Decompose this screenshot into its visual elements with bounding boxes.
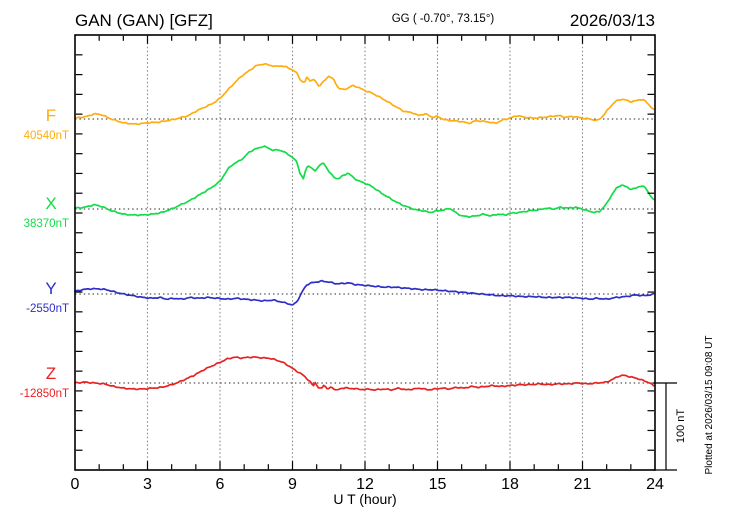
series-letter-F: F (46, 106, 56, 125)
x-tick-label: 15 (429, 476, 447, 493)
plotted-at-note: Plotted at 2026/03/15 09:08 UT (704, 336, 715, 475)
curve-F (74, 63, 655, 126)
series-letter-X: X (45, 194, 56, 213)
curves-layer (74, 63, 655, 392)
x-tick-label: 21 (574, 476, 592, 493)
x-tick-label: 18 (501, 476, 519, 493)
geographic-coords: GG ( -0.70°, 73.15°) (392, 13, 495, 25)
curve-Z (74, 355, 655, 392)
frame-layer (74, 34, 677, 471)
series-value-X: 38370nT (24, 218, 69, 230)
plot-frame (74, 34, 656, 471)
x-tick-label: 0 (71, 476, 80, 493)
x-tick-label: 12 (356, 476, 374, 493)
series-value-F: 40540nT (24, 130, 69, 142)
x-tick-label: 6 (216, 476, 225, 493)
series-letter-Y: Y (45, 279, 56, 298)
series-value-Z: -12850nT (20, 388, 69, 400)
grid-layer (75, 35, 655, 470)
x-tick-label: 24 (646, 476, 664, 493)
plot-date: 2026/03/13 (570, 11, 655, 30)
series-value-Y: -2550nT (26, 303, 69, 315)
scale-bar-label: 100 nT (675, 409, 687, 444)
series-letter-Z: Z (46, 364, 56, 383)
x-axis-label: U T (hour) (333, 491, 396, 507)
x-tick-label: 3 (143, 476, 152, 493)
x-tick-label: 9 (288, 476, 297, 493)
curve-Y (74, 279, 655, 306)
curve-X (74, 145, 655, 219)
station-title: GAN (GAN) [GFZ] (75, 11, 213, 30)
